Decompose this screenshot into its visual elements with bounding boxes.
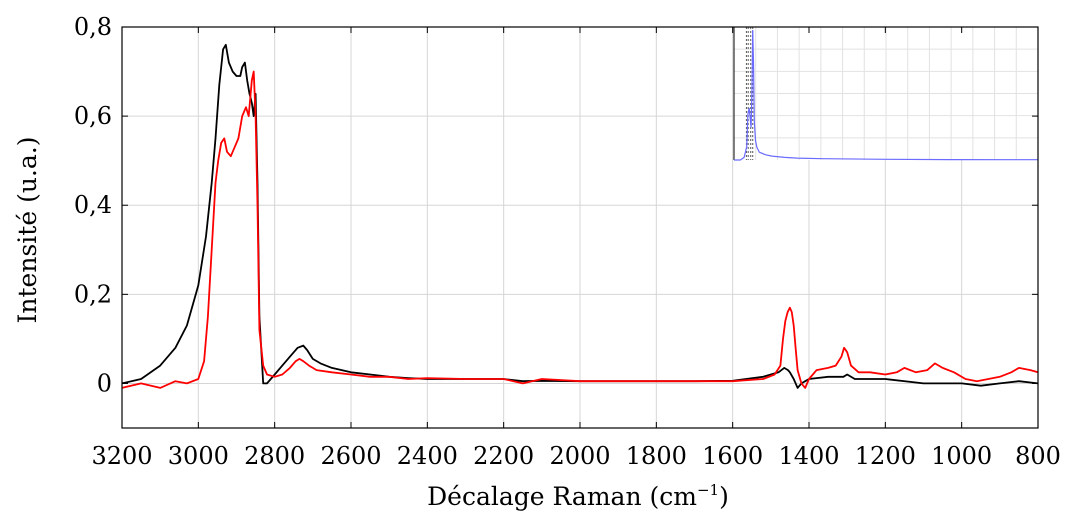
x-tick-label: 800 [1015, 442, 1061, 470]
x-tick-label: 1000 [931, 442, 992, 470]
x-tick-label: 2200 [473, 442, 534, 470]
x-tick-label: 1200 [855, 442, 916, 470]
x-axis-title: Décalage Raman (cm−1) [427, 481, 729, 511]
x-tick-label: 1400 [778, 442, 839, 470]
y-tick-label: 0,8 [74, 13, 112, 41]
y-axis-ticks: 0 0,2 0,4 0,6 0,8 [74, 13, 1038, 397]
y-tick-label: 0,4 [74, 191, 112, 219]
inset-plot [733, 27, 1038, 161]
x-tick-label: 2400 [397, 442, 458, 470]
series-layer [121, 43, 1039, 389]
series-line-2 [121, 70, 1039, 389]
x-tick-label: 1800 [626, 442, 687, 470]
inset-series-line [734, 29, 1038, 161]
y-tick-label: 0 [97, 369, 112, 397]
series-line-1 [121, 43, 1039, 389]
x-tick-label: 2000 [549, 442, 610, 470]
x-tick-label: 2800 [244, 442, 305, 470]
x-axis-ticks: 3200 3000 2800 2600 2400 2200 2000 1800 1600 1400… [91, 27, 1061, 470]
x-tick-label: 3000 [168, 442, 229, 470]
y-tick-label: 0,6 [74, 102, 112, 130]
x-tick-label: 3200 [91, 442, 152, 470]
x-tick-label: 1600 [702, 442, 763, 470]
y-tick-label: 0,2 [74, 280, 112, 308]
x-tick-label: 2600 [320, 442, 381, 470]
y-axis-title: Intensité (u.a.) [13, 137, 42, 324]
